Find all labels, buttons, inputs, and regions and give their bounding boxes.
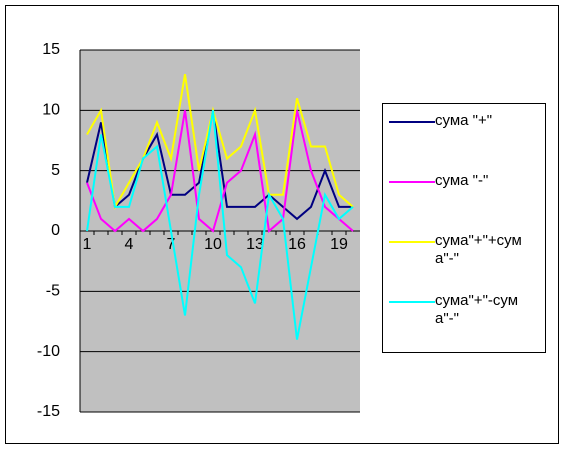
legend: сума "+" сума "-" сума"+"+сума"-" сума"+"-с… <box>382 103 546 353</box>
legend-entry: сума"+"-сума"-" <box>389 292 535 328</box>
legend-swatch <box>389 241 435 243</box>
legend-entry: сума "+" <box>389 112 535 130</box>
series-line <box>86 110 354 233</box>
legend-label: сума "-" <box>435 172 489 189</box>
legend-label: сума "+" <box>435 112 493 129</box>
legend-swatch <box>389 301 435 303</box>
x-tick-label: 19 <box>330 236 348 253</box>
legend-entry: сума"+"+сума"-" <box>389 232 535 268</box>
y-tick-label: 5 <box>51 162 60 179</box>
x-tick-label: 7 <box>167 236 176 253</box>
x-tick-label: 4 <box>125 236 134 253</box>
legend-swatch <box>389 181 435 183</box>
x-tick-label: 13 <box>246 236 264 253</box>
series-line <box>86 73 354 210</box>
x-tick-label: 1 <box>83 236 92 253</box>
legend-label: сума"+"-сума"-" <box>435 292 519 327</box>
x-tick-label: 16 <box>288 236 306 253</box>
series-line <box>86 110 354 340</box>
legend-swatch <box>389 121 435 123</box>
x-tick-label: 10 <box>204 236 222 253</box>
y-tick-label: 15 <box>42 41 60 58</box>
y-tick-label: -10 <box>37 343 60 360</box>
y-tick-label: 10 <box>42 102 60 119</box>
y-tick-label: -15 <box>37 403 60 420</box>
y-tick-label: -5 <box>46 283 60 300</box>
series-line <box>86 110 353 221</box>
legend-entry: сума "-" <box>389 172 535 190</box>
y-tick-label: 0 <box>51 222 60 239</box>
legend-label: сума"+"+сума"-" <box>435 232 522 267</box>
